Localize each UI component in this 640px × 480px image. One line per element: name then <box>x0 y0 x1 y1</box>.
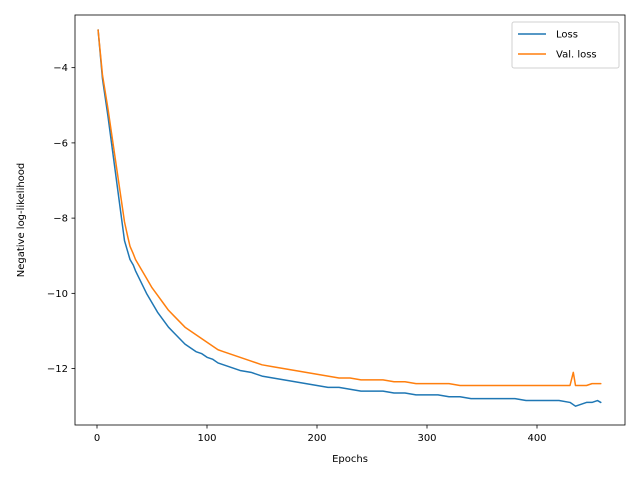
plot-frame <box>74 14 626 426</box>
legend: Loss Val. loss <box>511 21 620 69</box>
x-tick-label: 100 <box>197 433 216 444</box>
y-tick-label: −12 <box>47 364 68 375</box>
y-axis: −12 −10 −8 −6 −4 <box>47 63 75 375</box>
y-tick-label: −10 <box>47 289 68 300</box>
series-layer <box>97 29 602 407</box>
x-tick-label: 300 <box>417 433 436 444</box>
x-tick-label: 0 <box>94 433 100 444</box>
y-tick-label: −6 <box>53 138 68 149</box>
x-axis: 0 100 200 300 400 <box>94 425 547 444</box>
y-axis-label: Negative log-likelihood <box>16 163 27 278</box>
legend-label: Val. loss <box>556 50 597 61</box>
legend-label: Loss <box>556 30 578 41</box>
x-tick-label: 200 <box>307 433 326 444</box>
x-axis-label: Epochs <box>332 454 368 465</box>
plot-area <box>75 15 625 425</box>
series-line-loss <box>97 29 602 407</box>
y-tick-label: −8 <box>53 214 68 225</box>
x-tick-label: 400 <box>527 433 546 444</box>
series-line-val-loss <box>97 29 602 387</box>
y-tick-label: −4 <box>53 63 68 74</box>
